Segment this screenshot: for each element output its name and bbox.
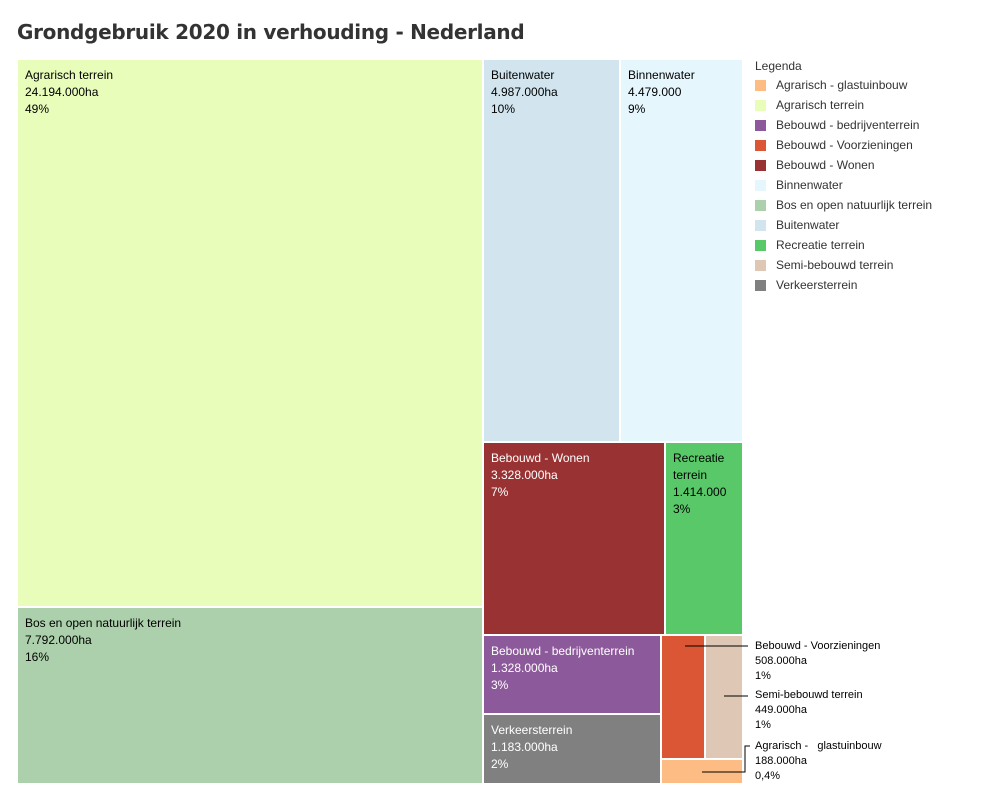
legend-item[interactable]: Semi-bebouwd terrein [755, 255, 932, 275]
tile-percent: 3% [491, 678, 509, 692]
tile-percent: 9% [628, 102, 646, 116]
tile-bos-en-open-natuurlijk-terrein[interactable]: Bos en open natuurlijk terrein 7.792.000h… [17, 607, 483, 784]
tile-bebouwd-voorzieningen[interactable] [661, 635, 705, 759]
legend-swatch [755, 99, 766, 111]
tile-name: Agrarisch - glastuinbouw [755, 740, 882, 752]
legend: Legenda Agrarisch - glastuinbouw Agrarisc… [755, 59, 932, 295]
legend-label: Bebouwd - bedrijventerrein [776, 118, 920, 132]
legend-swatch [755, 159, 766, 171]
tile-percent: 2% [491, 757, 509, 771]
legend-swatch [755, 259, 766, 271]
legend-label: Verkeersterrein [776, 278, 858, 292]
tile-percent: 1% [755, 719, 771, 731]
chart-title: Grondgebruik 2020 in verhouding - Nederl… [17, 20, 525, 44]
tile-value: 1.414.000 [673, 485, 727, 499]
tile-percent: 1% [755, 670, 771, 682]
legend-label: Bebouwd - Wonen [776, 158, 875, 172]
legend-item[interactable]: Agrarisch terrein [755, 95, 932, 115]
legend-label: Semi-bebouwd terrein [776, 258, 894, 272]
tile-name: Buitenwater [491, 68, 555, 82]
legend-swatch [755, 79, 766, 91]
tile-value: 1.183.000ha [491, 740, 558, 754]
tile-name: Bebouwd - Wonen [491, 451, 590, 465]
legend-title: Legenda [755, 59, 802, 73]
tile-recreatie-terrein[interactable]: Recreatie terrein 1.414.000 3% [665, 442, 743, 635]
tile-value: 1.328.000ha [491, 661, 558, 675]
tile-name: Bebouwd - bedrijventerrein [491, 644, 635, 658]
legend-swatch [755, 279, 766, 291]
legend-item[interactable]: Bos en open natuurlijk terrein [755, 195, 932, 215]
tile-name: Binnenwater [628, 68, 695, 82]
legend-swatch [755, 219, 766, 231]
legend-label: Agrarisch - glastuinbouw [776, 78, 908, 92]
tile-percent: 0,4% [755, 770, 781, 782]
tile-bebouwd-bedrijventerrein[interactable]: Bebouwd - bedrijventerrein 1.328.000ha 3% [483, 635, 661, 714]
legend-item[interactable]: Bebouwd - bedrijventerrein [755, 115, 932, 135]
legend-swatch [755, 139, 766, 151]
tile-semi-bebouwd-terrein[interactable] [705, 635, 743, 759]
tile-percent: 49% [25, 102, 50, 116]
tile-bebouwd-wonen[interactable]: Bebouwd - Wonen 3.328.000ha 7% [483, 442, 665, 635]
legend-label: Bos en open natuurlijk terrein [776, 198, 933, 212]
tile-percent: 7% [491, 485, 509, 499]
legend-swatch [755, 119, 766, 131]
tile-value: 7.792.000ha [25, 633, 92, 647]
tile-agrarisch-terrein[interactable]: Agrarisch terrein 24.194.000ha 49% [17, 59, 483, 607]
tile-value: 3.328.000ha [491, 468, 558, 482]
tile-percent: 10% [491, 102, 516, 116]
legend-item[interactable]: Recreatie terrein [755, 235, 932, 255]
callout-agrarisch-glastuinbouw: Agrarisch - glastuinbouw 188.000ha 0,4% [755, 739, 882, 784]
tile-value: 508.000ha [755, 655, 807, 667]
callout-line-glastuinbouw [702, 745, 750, 773]
tile-value: 4.987.000ha [491, 85, 558, 99]
tile-buitenwater[interactable]: Buitenwater 4.987.000ha 10% [483, 59, 620, 442]
tile-percent: 3% [673, 502, 691, 516]
legend-label: Binnenwater [776, 178, 843, 192]
tile-name: Recreatie terrein [673, 451, 725, 482]
legend-item[interactable]: Buitenwater [755, 215, 932, 235]
tile-verkeersterrein[interactable]: Verkeersterrein 1.183.000ha 2% [483, 714, 661, 784]
tile-name: Verkeersterrein [491, 723, 573, 737]
tile-name: Bebouwd - Voorzieningen [755, 640, 881, 652]
legend-swatch [755, 199, 766, 211]
callout-semi-bebouwd-terrein: Semi-bebouwd terrein 449.000ha 1% [755, 688, 863, 733]
tile-name: Semi-bebouwd terrein [755, 689, 863, 701]
tile-binnenwater[interactable]: Binnenwater 4.479.000 9% [620, 59, 743, 442]
legend-item[interactable]: Bebouwd - Wonen [755, 155, 932, 175]
tile-name: Agrarisch terrein [25, 68, 114, 82]
tile-value: 449.000ha [755, 704, 807, 716]
legend-item[interactable]: Agrarisch - glastuinbouw [755, 75, 932, 95]
legend-swatch [755, 239, 766, 251]
tile-value: 188.000ha [755, 755, 807, 767]
tile-value: 24.194.000ha [25, 85, 99, 99]
legend-label: Bebouwd - Voorzieningen [776, 138, 913, 152]
legend-swatch [755, 179, 766, 191]
callout-bebouwd-voorzieningen: Bebouwd - Voorzieningen 508.000ha 1% [755, 639, 880, 684]
tile-name: Bos en open natuurlijk terrein [25, 616, 182, 630]
legend-label: Buitenwater [776, 218, 840, 232]
tile-value: 4.479.000 [628, 85, 682, 99]
legend-item[interactable]: Binnenwater [755, 175, 932, 195]
legend-label: Recreatie terrein [776, 238, 865, 252]
legend-item[interactable]: Verkeersterrein [755, 275, 932, 295]
tile-percent: 16% [25, 650, 50, 664]
legend-item[interactable]: Bebouwd - Voorzieningen [755, 135, 932, 155]
legend-label: Agrarisch terrein [776, 98, 865, 112]
